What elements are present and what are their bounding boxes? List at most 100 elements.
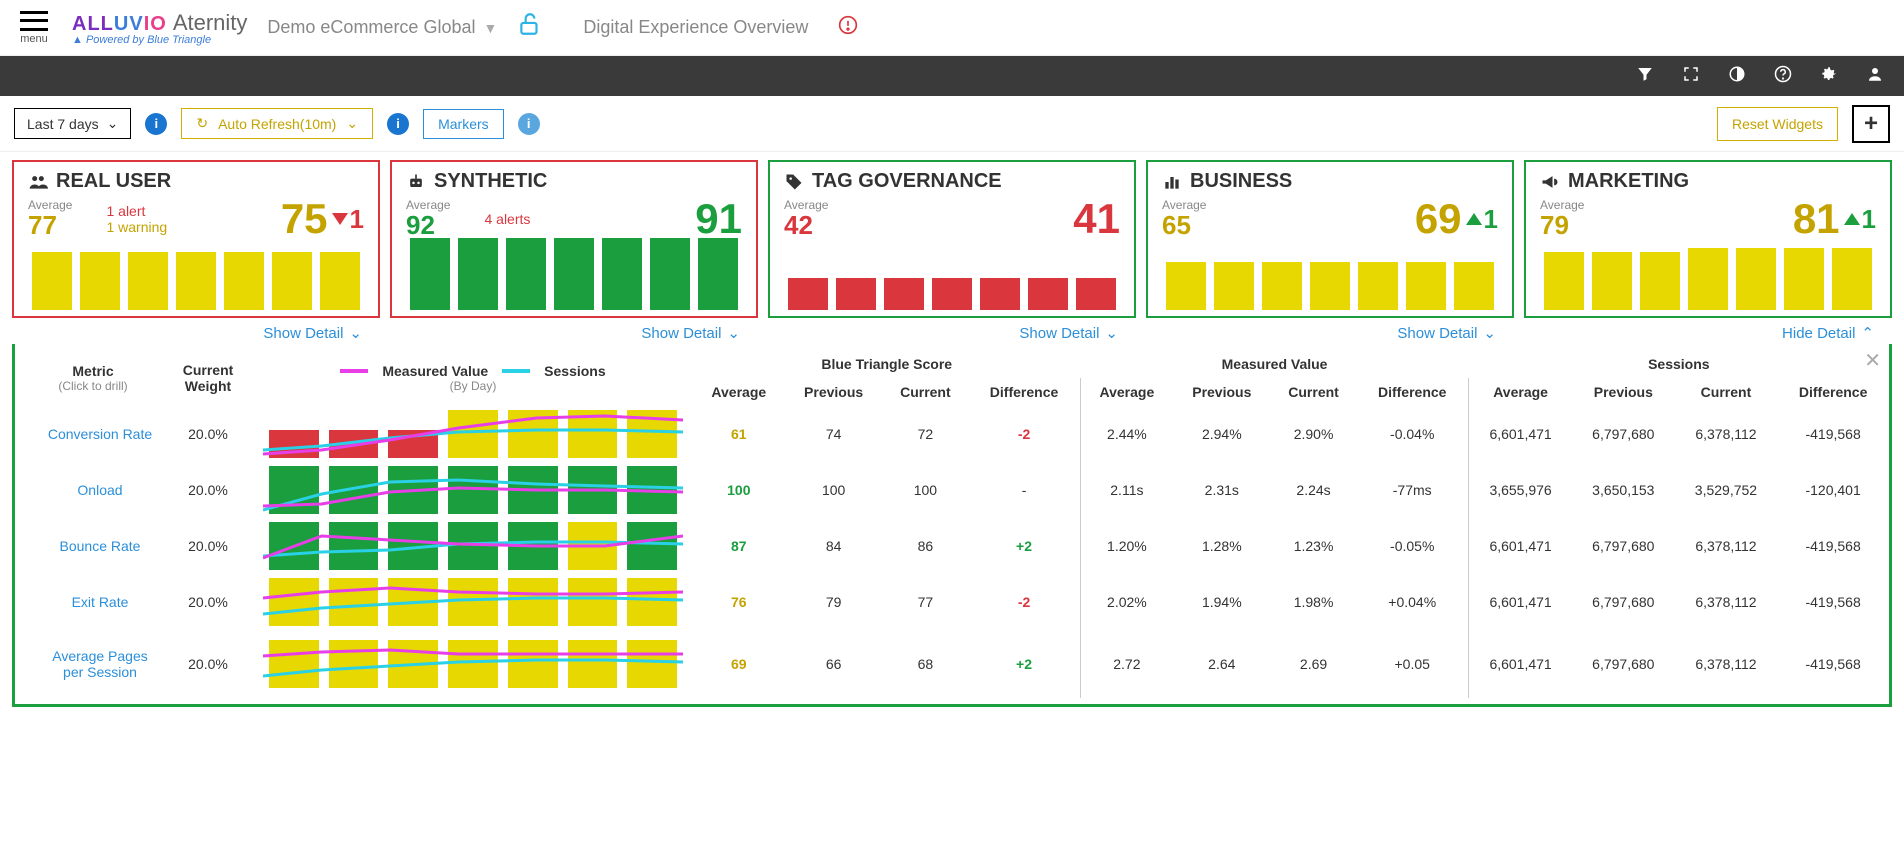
toggle-detail-link[interactable]: Hide Detail ⌃ <box>1524 318 1892 344</box>
mini-bar <box>1076 278 1116 310</box>
chevron-icon: ⌄ <box>727 324 740 342</box>
col-bt-prev: Previous <box>785 378 883 406</box>
filter-icon[interactable] <box>1636 65 1654 88</box>
reset-widgets-button[interactable]: Reset Widgets <box>1717 107 1838 141</box>
avg-value: 92 <box>406 210 450 241</box>
s-curr: 3,529,752 <box>1675 462 1778 518</box>
logo[interactable]: ALLUVIO Aternity ▲ Powered by Blue Trian… <box>72 10 247 46</box>
bt-avg: 61 <box>693 406 785 462</box>
current-value: 41 <box>1073 195 1120 243</box>
table-row: Average Pages per Session 20.0% 69 66 68… <box>23 630 1889 698</box>
add-widget-button[interactable]: + <box>1852 105 1890 143</box>
chart-icon <box>1162 172 1182 192</box>
mv-avg: 1.20% <box>1080 518 1172 574</box>
contrast-icon[interactable] <box>1728 65 1746 88</box>
col-mv-diff: Difference <box>1356 378 1468 406</box>
card-marketing[interactable]: MARKETING Average 79 811 <box>1524 160 1892 318</box>
measured-line <box>263 588 683 598</box>
top-header: menu ALLUVIO Aternity ▲ Powered by Blue … <box>0 0 1904 56</box>
card-marketing-col: MARKETING Average 79 811 Hide Detail ⌃ <box>1524 160 1892 344</box>
detail-panel: ✕ Metric (Click to drill) Current Weight… <box>12 344 1892 707</box>
mini-bar <box>602 238 642 310</box>
unlock-icon[interactable] <box>517 11 543 44</box>
info-icon[interactable]: i <box>387 113 409 135</box>
bt-curr: 86 <box>883 518 968 574</box>
mini-bar <box>32 252 72 310</box>
toggle-detail-link[interactable]: Show Detail ⌄ <box>390 318 758 344</box>
mini-bar <box>1544 252 1584 310</box>
mini-bar <box>1166 262 1206 310</box>
card-real-user[interactable]: REAL USER Average 77 1 alert1 warning 75… <box>12 160 380 318</box>
dark-toolbar <box>0 56 1904 96</box>
s-avg: 6,601,471 <box>1469 518 1572 574</box>
legend-measured-label: Measured Value <box>382 363 488 379</box>
table-row: Conversion Rate 20.0% 61 74 72 -2 2.44% … <box>23 406 1889 462</box>
metric-link[interactable]: Average Pages per Session <box>23 630 163 698</box>
mini-bar-chart <box>784 246 1120 310</box>
mini-bar <box>506 238 546 310</box>
current-value: 811 <box>1793 195 1876 243</box>
mini-bar-chart <box>1540 246 1876 310</box>
measured-line <box>263 416 683 454</box>
card-synthetic-col: SYNTHETIC Average 92 4 alerts 91 Show De… <box>390 160 758 344</box>
col-bt-curr: Current <box>883 378 968 406</box>
card-tag-gov[interactable]: TAG GOVERNANCE Average 42 41 <box>768 160 1136 318</box>
s-diff: -120,401 <box>1777 462 1889 518</box>
bt-prev: 100 <box>785 462 883 518</box>
robot-icon <box>406 172 426 192</box>
alert-count: 4 alerts <box>484 211 530 228</box>
site-selector[interactable]: Demo eCommerce Global <box>267 17 475 38</box>
mini-bar <box>1262 262 1302 310</box>
mini-bar <box>1310 262 1350 310</box>
help-icon[interactable] <box>1774 65 1792 88</box>
col-bt-avg: Average <box>693 378 785 406</box>
col-bt-diff: Difference <box>968 378 1080 406</box>
megaphone-icon <box>1540 172 1560 192</box>
gear-icon[interactable] <box>1820 65 1838 88</box>
card-synthetic[interactable]: SYNTHETIC Average 92 4 alerts 91 <box>390 160 758 318</box>
s-diff: -419,568 <box>1777 574 1889 630</box>
mini-bar <box>1592 252 1632 310</box>
mini-bar <box>1784 248 1824 310</box>
s-prev: 6,797,680 <box>1572 574 1675 630</box>
alert-icon[interactable] <box>838 15 858 41</box>
toggle-detail-link[interactable]: Show Detail ⌄ <box>768 318 1136 344</box>
metric-link[interactable]: Exit Rate <box>23 574 163 630</box>
bt-diff: -2 <box>968 574 1080 630</box>
mini-bar <box>554 238 594 310</box>
s-curr: 6,378,112 <box>1675 574 1778 630</box>
toolbar: Last 7 days ⌄ i ↻ Auto Refresh(10m) ⌄ i … <box>0 96 1904 152</box>
weight-value: 20.0% <box>163 574 253 630</box>
toggle-detail-link[interactable]: Show Detail ⌄ <box>12 318 380 344</box>
fullscreen-icon[interactable] <box>1682 65 1700 88</box>
card-business-col: BUSINESS Average 65 691 Show Detail ⌄ <box>1146 160 1514 344</box>
mini-bar <box>1358 262 1398 310</box>
group-mv: Measured Value <box>1080 350 1468 378</box>
mini-bar <box>1406 262 1446 310</box>
mv-curr: 2.69 <box>1271 630 1356 698</box>
close-icon[interactable]: ✕ <box>1864 348 1881 373</box>
mini-bar <box>1640 252 1680 310</box>
date-range-selector[interactable]: Last 7 days ⌄ <box>14 108 131 139</box>
auto-refresh-button[interactable]: ↻ Auto Refresh(10m) ⌄ <box>181 108 373 139</box>
mv-diff: -77ms <box>1356 462 1468 518</box>
info-icon[interactable]: i <box>518 113 540 135</box>
user-icon[interactable] <box>1866 65 1884 88</box>
chevron-down-icon[interactable]: ▼ <box>483 20 497 36</box>
metric-link[interactable]: Bounce Rate <box>23 518 163 574</box>
bt-avg: 100 <box>693 462 785 518</box>
chevron-icon: ⌄ <box>1105 324 1118 342</box>
s-avg: 6,601,471 <box>1469 574 1572 630</box>
trend-up-icon <box>1466 213 1482 225</box>
markers-button[interactable]: Markers <box>423 109 504 139</box>
s-prev: 6,797,680 <box>1572 518 1675 574</box>
info-icon[interactable]: i <box>145 113 167 135</box>
menu-button[interactable]: menu <box>20 11 48 45</box>
card-business[interactable]: BUSINESS Average 65 691 <box>1146 160 1514 318</box>
metric-link[interactable]: Onload <box>23 462 163 518</box>
bt-curr: 100 <box>883 462 968 518</box>
auto-refresh-label: Auto Refresh(10m) <box>218 116 336 132</box>
row-chart <box>263 410 683 458</box>
toggle-detail-link[interactable]: Show Detail ⌄ <box>1146 318 1514 344</box>
metric-link[interactable]: Conversion Rate <box>23 406 163 462</box>
